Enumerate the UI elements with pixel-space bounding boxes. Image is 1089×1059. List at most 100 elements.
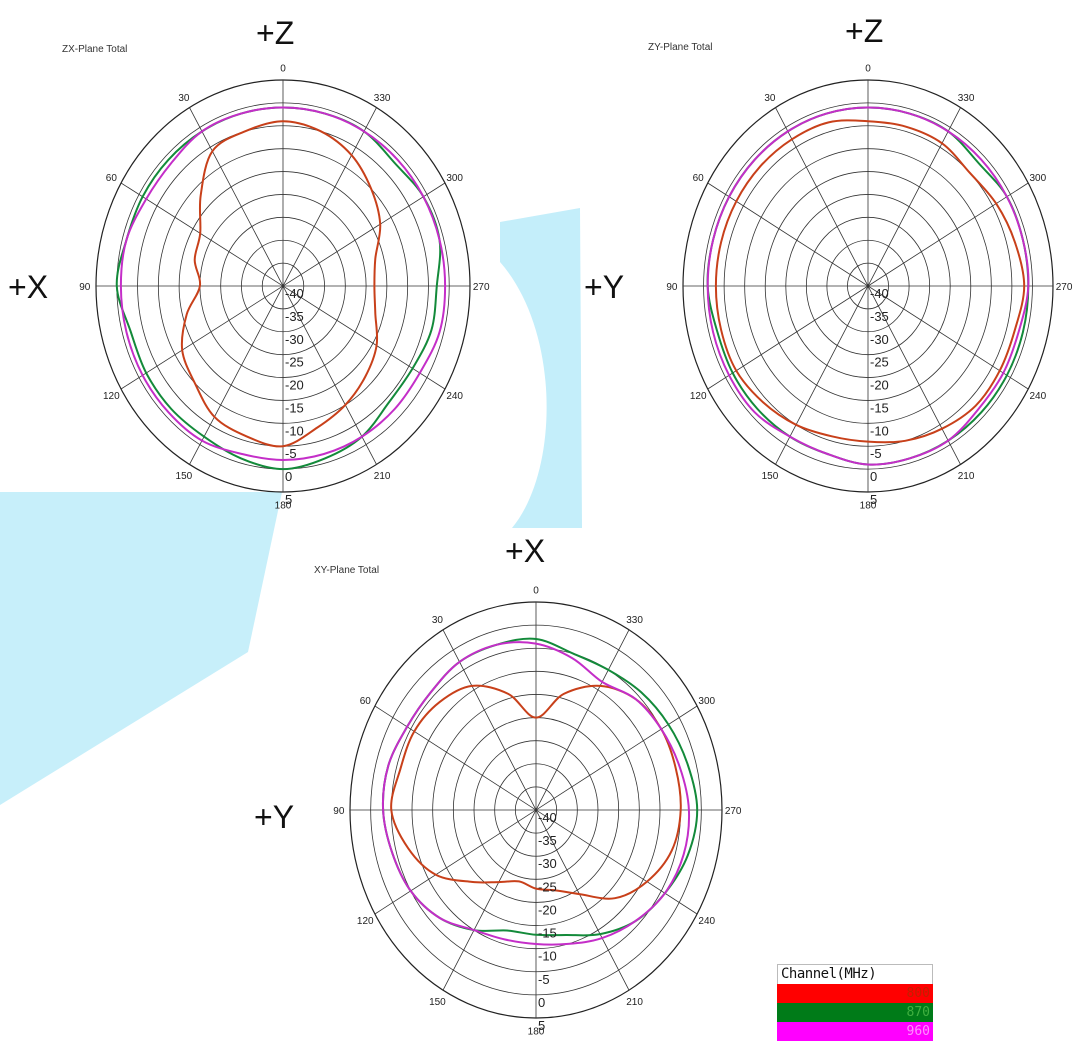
axis-tick-labels: 0 30 60 90 120 150 180 210 240 270 300 330 -40 -35 -30… bbox=[666, 64, 1073, 512]
series-trace-960 bbox=[706, 106, 1030, 466]
angle-tick-label: 240 bbox=[446, 391, 463, 402]
angle-tick-label: 60 bbox=[360, 696, 372, 707]
radial-tick-label: -40 bbox=[538, 810, 557, 825]
grid-spoke bbox=[189, 107, 377, 465]
angle-tick-label: 0 bbox=[865, 64, 871, 75]
radial-tick-label: -10 bbox=[538, 949, 557, 964]
radial-tick-label: -5 bbox=[538, 972, 550, 987]
angle-tick-label: 270 bbox=[1056, 282, 1073, 293]
radial-tick-label: -15 bbox=[870, 400, 889, 415]
watermark-letter-s bbox=[500, 208, 582, 528]
angle-tick-label: 30 bbox=[178, 93, 190, 104]
angle-tick-label: 120 bbox=[690, 391, 707, 402]
radial-tick-label: -30 bbox=[870, 332, 889, 347]
grid-spoke bbox=[775, 107, 961, 465]
radial-tick-label: -25 bbox=[538, 879, 557, 894]
radial-tick-label: -35 bbox=[285, 309, 304, 324]
angle-tick-label: 210 bbox=[626, 997, 643, 1008]
radial-tick-label: 0 bbox=[870, 469, 877, 484]
series-traces bbox=[115, 106, 447, 471]
radial-tick-label: 5 bbox=[870, 492, 877, 507]
angle-tick-label: 240 bbox=[698, 916, 715, 927]
angle-tick-label: 30 bbox=[764, 93, 776, 104]
top-direction-label: +X bbox=[505, 533, 545, 569]
radial-tick-label: -25 bbox=[870, 355, 889, 370]
radial-tick-label: -15 bbox=[285, 400, 304, 415]
channel-legend: Channel(MHz) 800 870 960 bbox=[777, 964, 933, 1041]
legend-title: Channel(MHz) bbox=[777, 964, 933, 984]
angle-tick-label: 60 bbox=[693, 173, 705, 184]
series-trace-960 bbox=[381, 641, 691, 946]
polar-grid bbox=[682, 79, 1054, 493]
radial-tick-label: 5 bbox=[285, 492, 292, 507]
series-trace-800 bbox=[714, 119, 1026, 444]
angle-tick-label: 90 bbox=[666, 282, 678, 293]
radial-tick-label: -40 bbox=[285, 286, 304, 301]
angle-tick-label: 150 bbox=[429, 997, 446, 1008]
left-direction-label: +Y bbox=[584, 269, 624, 305]
polar-grid bbox=[349, 601, 723, 1019]
angle-tick-label: 180 bbox=[275, 500, 292, 511]
left-direction-label: +Y bbox=[254, 799, 294, 835]
plot-title: ZX-Plane Total bbox=[62, 44, 127, 55]
angle-tick-label: 90 bbox=[79, 282, 91, 293]
radial-tick-label: -20 bbox=[538, 902, 557, 917]
angle-tick-label: 330 bbox=[626, 615, 643, 626]
axis-tick-labels: 0 30 60 90 120 150 180 210 240 270 300 330 -40 -35 -30… bbox=[333, 586, 742, 1038]
radial-tick-label: -10 bbox=[285, 423, 304, 438]
series-trace-800 bbox=[180, 120, 382, 448]
series-traces bbox=[706, 106, 1030, 466]
legend-item-960: 960 bbox=[777, 1022, 933, 1041]
radial-tick-label: -30 bbox=[285, 332, 304, 347]
top-direction-label: +Z bbox=[845, 13, 883, 49]
radial-tick-label: -35 bbox=[538, 833, 557, 848]
angle-tick-label: 300 bbox=[446, 173, 463, 184]
angle-tick-label: 0 bbox=[280, 64, 286, 75]
radial-tick-label: -5 bbox=[870, 446, 882, 461]
plot-title: ZY-Plane Total bbox=[648, 42, 713, 53]
axis-tick-labels: 0 30 60 90 120 150 180 210 240 270 300 330 -40 -35 -30… bbox=[79, 64, 490, 512]
angle-tick-label: 210 bbox=[958, 471, 975, 482]
angle-tick-label: 150 bbox=[176, 471, 193, 482]
angle-tick-label: 30 bbox=[432, 615, 444, 626]
radial-tick-label: -30 bbox=[538, 856, 557, 871]
radial-tick-label: 0 bbox=[538, 995, 545, 1010]
legend-item-800: 800 bbox=[777, 984, 933, 1003]
legend-item-870: 870 bbox=[777, 1003, 933, 1022]
polar-grid bbox=[95, 79, 471, 493]
angle-tick-label: 270 bbox=[725, 806, 742, 817]
series-trace-960 bbox=[119, 106, 447, 462]
radial-tick-label: 5 bbox=[538, 1018, 545, 1033]
radial-tick-label: -25 bbox=[285, 355, 304, 370]
angle-tick-label: 90 bbox=[333, 806, 345, 817]
left-direction-label: +X bbox=[8, 269, 48, 305]
angle-tick-label: 300 bbox=[698, 696, 715, 707]
angle-tick-label: 150 bbox=[762, 471, 779, 482]
angle-tick-label: 240 bbox=[1029, 391, 1046, 402]
angle-tick-label: 180 bbox=[528, 1026, 545, 1037]
plot-title: XY-Plane Total bbox=[314, 565, 379, 576]
series-traces bbox=[381, 637, 699, 946]
radial-tick-label: -10 bbox=[870, 423, 889, 438]
angle-tick-label: 330 bbox=[958, 93, 975, 104]
radial-tick-label: -20 bbox=[870, 378, 889, 393]
angle-tick-label: 300 bbox=[1029, 173, 1046, 184]
radial-tick-label: -5 bbox=[285, 446, 297, 461]
top-direction-label: +Z bbox=[256, 15, 294, 51]
radial-tick-label: -20 bbox=[285, 378, 304, 393]
watermark-letter-a bbox=[0, 492, 282, 805]
angle-tick-label: 60 bbox=[106, 173, 118, 184]
angle-tick-label: 120 bbox=[103, 391, 120, 402]
radial-tick-label: -35 bbox=[870, 309, 889, 324]
angle-tick-label: 270 bbox=[473, 282, 490, 293]
radial-tick-label: -40 bbox=[870, 286, 889, 301]
angle-tick-label: 0 bbox=[533, 586, 539, 597]
angle-tick-label: 330 bbox=[374, 93, 391, 104]
angle-tick-label: 180 bbox=[860, 500, 877, 511]
angle-tick-label: 210 bbox=[374, 471, 391, 482]
radial-tick-label: 0 bbox=[285, 469, 292, 484]
radial-tick-label: -15 bbox=[538, 926, 557, 941]
